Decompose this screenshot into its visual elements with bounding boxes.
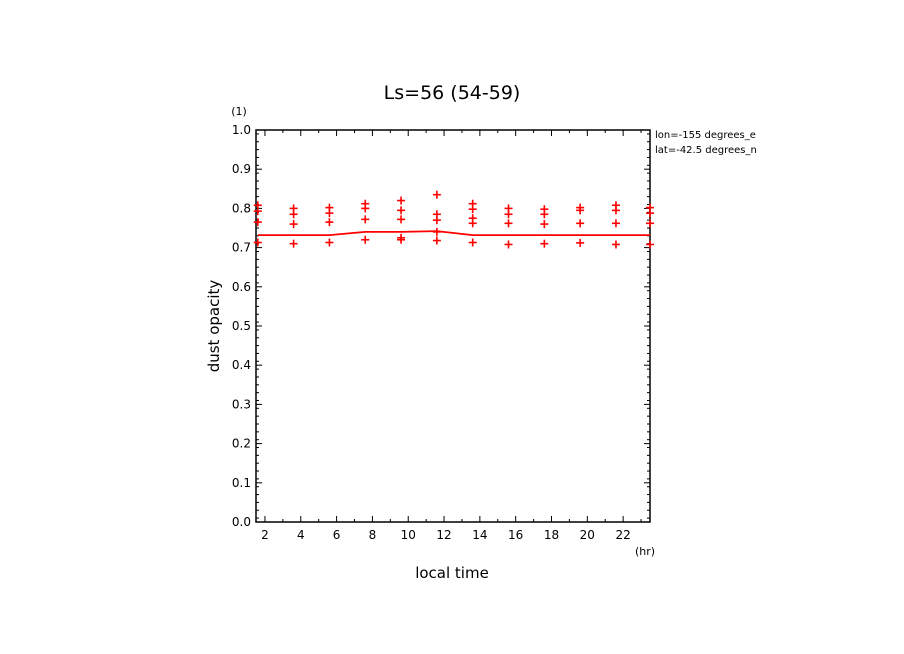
data-point-plus [397,206,406,215]
annotation-lon: lon=-155 degrees_e [655,130,756,141]
annotation-lat: lat=-42.5 degrees_n [655,145,757,156]
data-point-plus [325,218,334,227]
x-tick-label: 2 [261,528,269,542]
data-point-plus [540,220,549,229]
data-point-plus [468,219,477,228]
y-axis-label: dust opacity [205,280,223,373]
x-tick-label: 10 [401,528,416,542]
data-point-plus [646,219,654,228]
data-point-plus [397,215,406,224]
data-point-plus [468,238,477,247]
y-tick-label: 0.7 [232,241,251,255]
data-point-plus [504,219,513,228]
x-tick-label: 8 [369,528,377,542]
y-tick-label: 1.0 [232,123,251,137]
data-point-plus [540,210,549,219]
data-point-plus [325,238,334,247]
observation-points-series [253,190,654,249]
y-tick-label: 0.4 [232,358,251,372]
y-tick-label: 0.0 [232,515,251,529]
x-axis-unit: (hr) [635,545,655,558]
data-point-plus [504,210,513,219]
y-tick-label: 0.9 [232,162,251,176]
data-point-plus [361,204,370,213]
data-point-plus [289,210,298,219]
data-point-plus [397,196,406,205]
data-point-plus [253,218,262,227]
data-point-plus [611,219,620,228]
data-point-plus [289,239,298,248]
data-point-plus [576,206,585,215]
data-point-plus [397,235,406,244]
y-axis-ticks: 0.0 0.1 0.2 0.3 0.4 0.5 0.6 0.7 0.8 0.9 1.0 [232,123,650,529]
y-tick-label: 0.1 [232,476,251,490]
mean-line [257,230,650,237]
data-point-plus [432,227,441,236]
data-point-plus [361,215,370,224]
y-tick-label: 0.3 [232,397,251,411]
data-point-plus [468,205,477,214]
x-tick-label: 20 [580,528,595,542]
x-tick-label: 16 [508,528,523,542]
x-tick-label: 22 [615,528,630,542]
y-tick-label: 0.5 [232,319,251,333]
plot-frame [255,129,651,523]
data-point-plus [253,207,262,216]
data-point-plus [646,209,654,218]
data-point-plus [611,240,620,249]
x-axis-ticks: 2 4 6 8 10 12 14 16 18 20 22 [261,130,642,542]
data-point-plus [576,219,585,228]
mean-line-series [257,230,650,237]
x-tick-label: 4 [297,528,305,542]
data-point-plus [289,220,298,229]
y-axis-unit: (1) [231,105,247,118]
y-tick-label: 0.8 [232,201,251,215]
data-point-plus [432,216,441,225]
data-point-plus [646,240,654,249]
x-tick-label: 12 [436,528,451,542]
chart-title: Ls=56 (54-59) [384,82,521,104]
y-tick-label: 0.2 [232,437,251,451]
x-tick-label: 18 [544,528,559,542]
x-tick-label: 14 [472,528,487,542]
data-point-plus [432,190,441,199]
x-axis-label: local time [415,564,489,582]
data-point-plus [540,239,549,248]
x-tick-label: 6 [333,528,341,542]
data-point-plus [432,236,441,245]
data-point-plus [611,206,620,215]
data-point-plus [325,209,334,218]
data-point-plus [576,238,585,247]
y-tick-label: 0.6 [232,280,251,294]
data-point-plus [361,235,370,244]
data-point-plus [253,238,262,247]
data-point-plus [504,240,513,249]
